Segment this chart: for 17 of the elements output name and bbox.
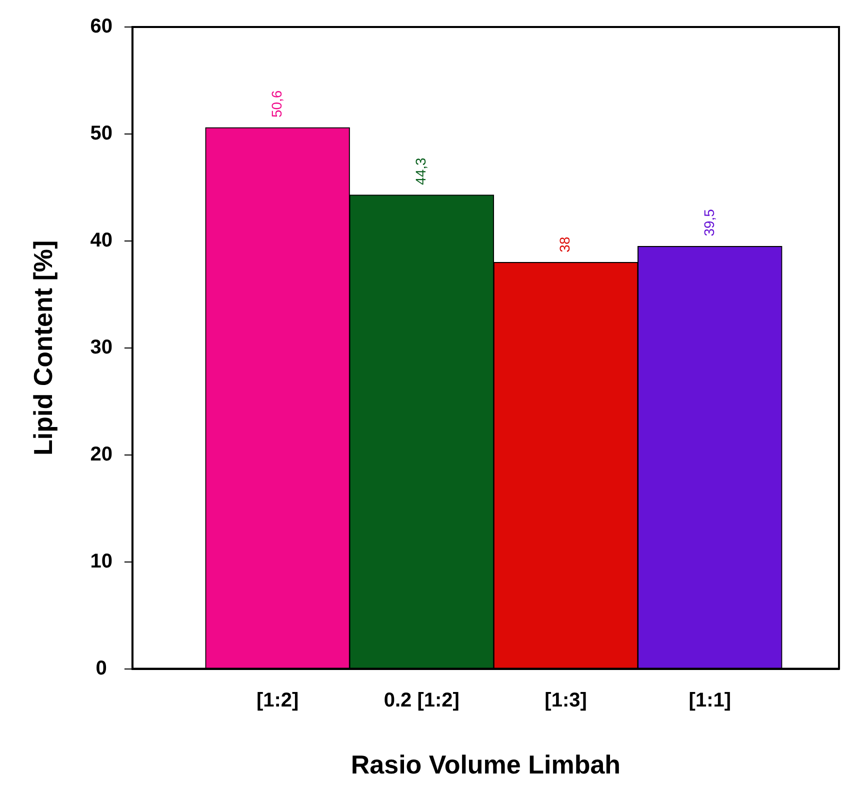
x-tick-label: [1:2] <box>256 689 299 712</box>
x-tick-label: 0.2 [1:2] <box>384 689 460 712</box>
data-label: 38 <box>556 236 573 252</box>
x-tick-label: [1:3] <box>544 689 587 712</box>
x-tick-label: [1:1] <box>688 689 732 712</box>
data-label: 39,5 <box>700 208 717 236</box>
y-tick-label: 0 <box>96 657 107 680</box>
y-axis-title: Lipid Content [%] <box>28 240 58 456</box>
y-tick-label: 30 <box>90 336 112 358</box>
y-tick-label: 50 <box>90 122 112 144</box>
y-tick-label: 40 <box>90 229 112 252</box>
y-tick-label: 10 <box>90 550 112 572</box>
data-label: 50,6 <box>268 90 284 118</box>
y-tick-label: 20 <box>90 443 112 466</box>
x-axis-title: Rasio Volume Limbah <box>350 750 621 780</box>
y-tick-label: 60 <box>90 16 112 38</box>
data-label: 44,3 <box>412 157 429 185</box>
